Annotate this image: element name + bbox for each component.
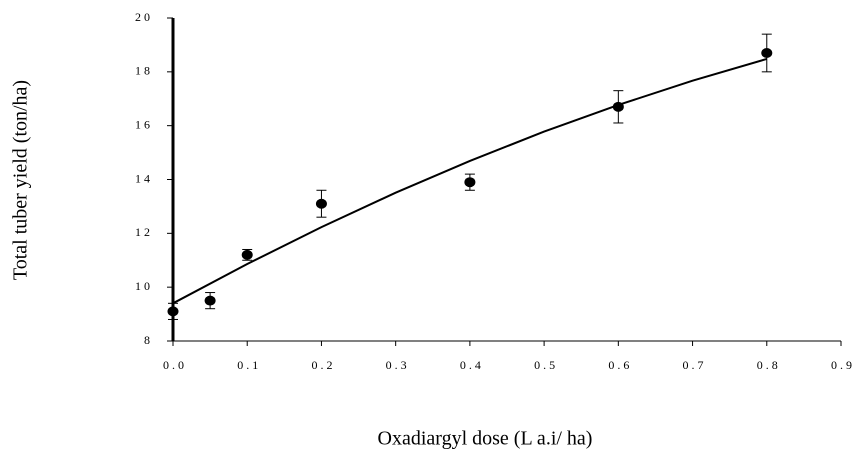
y-tick-label: 20 [135, 10, 153, 24]
x-tick-label: 0.8 [757, 358, 781, 372]
x-tick-label: 0.1 [237, 358, 261, 372]
x-tick-label: 0.6 [608, 358, 632, 372]
trendline [172, 57, 768, 305]
x-tick-label: 0.7 [683, 358, 707, 372]
y-axis-label: Total tuber yield (ton/ha) [10, 80, 32, 280]
y-tick-label: 12 [135, 225, 153, 239]
x-tick-label: 0.3 [386, 358, 410, 372]
data-point [167, 306, 179, 317]
x-tick-label: 0.2 [311, 358, 335, 372]
data-point [464, 177, 476, 188]
data-point [315, 198, 327, 209]
y-tick-label: 18 [135, 64, 153, 78]
x-tick-label: 0.9 [831, 358, 855, 372]
x-tick-label: 0.4 [460, 358, 484, 372]
x-axis-label: Oxadiargyl dose (L a.i/ ha) [378, 428, 593, 450]
y-tick-label: 16 [135, 117, 153, 131]
data-point [761, 47, 773, 58]
data-point [204, 295, 216, 306]
x-tick-label: 0.5 [534, 358, 558, 372]
data-point [612, 101, 624, 112]
y-tick-label: 8 [144, 333, 153, 347]
x-tick-label: 0.0 [163, 358, 187, 372]
y-tick-label: 10 [135, 279, 153, 293]
y-tick-label: 14 [135, 171, 153, 185]
data-point [241, 249, 253, 260]
